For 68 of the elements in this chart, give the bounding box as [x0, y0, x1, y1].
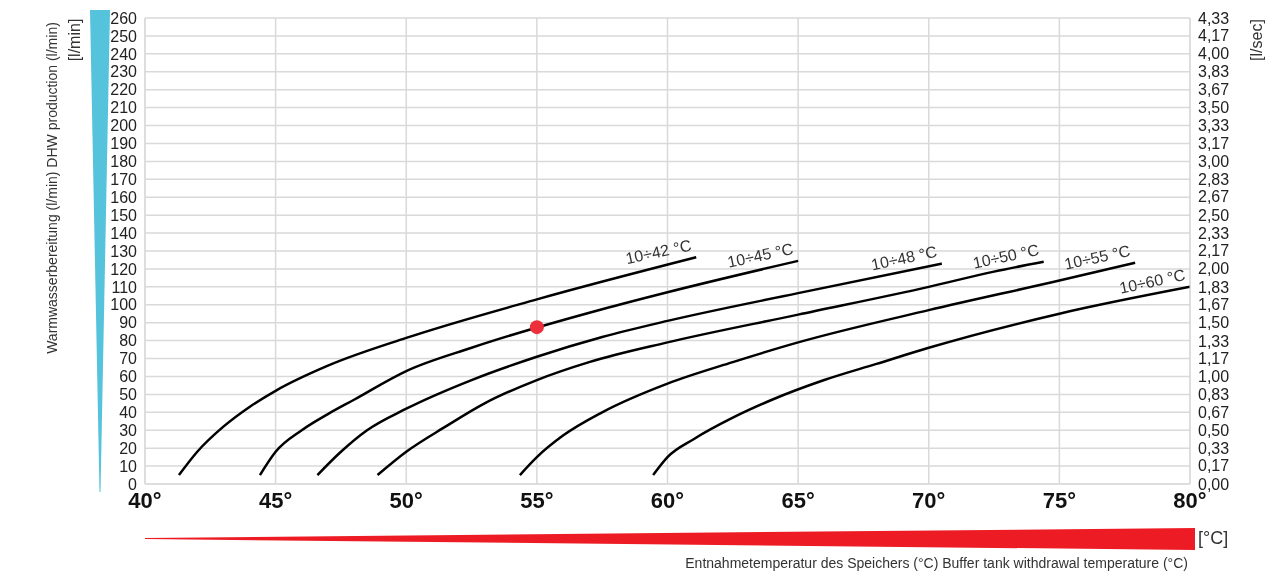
x-tick-label: 70°	[912, 487, 946, 513]
y2-tick-label: 1,33	[1198, 332, 1230, 350]
x-axis-title: Entnahmetemperatur des Speichers (°C) Buffer tank withdrawal temperature (°C)	[684, 555, 1188, 571]
y-axis-title: Warmwasserbereitung (l/min) DHW production (l/min)	[44, 22, 61, 354]
x-tick-label: 45°	[258, 487, 293, 513]
y2-tick-label: 4,33	[1198, 9, 1230, 27]
y-tick-label: 210	[110, 99, 138, 117]
y2-tick-label: 1,00	[1198, 368, 1230, 386]
y2-tick-label: 3,17	[1198, 134, 1230, 152]
y2-tick-label: 3,67	[1198, 80, 1230, 98]
y2-tick-label: 2,83	[1198, 171, 1230, 189]
text: 10÷42 °C	[624, 236, 693, 268]
text: 10÷48 °C	[869, 242, 939, 274]
y-tick-label: 110	[111, 278, 138, 296]
y2-tick-label: 4,17	[1198, 26, 1230, 44]
y2-tick-label: 3,50	[1198, 99, 1230, 117]
y-tick-label: 40	[119, 403, 138, 421]
y2-tick-label: 1,50	[1198, 314, 1230, 332]
x-tick-label: 50°	[389, 487, 423, 513]
y-tick-label: 230	[110, 63, 138, 81]
y2-tick-label: 2,00	[1198, 260, 1230, 278]
y2-tick-label: 1,17	[1198, 349, 1230, 367]
y-tick-label: 180	[110, 153, 138, 171]
y2-tick-label: 1,67	[1198, 295, 1230, 313]
y-tick-label: 10	[119, 457, 138, 475]
y-tick-label: 30	[119, 421, 138, 439]
text: [°C]	[1198, 528, 1229, 549]
x-tick-label: 60°	[650, 487, 685, 513]
y2-tick-label: 0,33	[1198, 440, 1230, 458]
text: [l/min]	[66, 18, 84, 62]
y-tick-label: 60	[119, 368, 138, 386]
text: 10÷45 °C	[725, 240, 795, 271]
y2-tick-label: 4,00	[1198, 45, 1230, 63]
y2-tick-label: 0,50	[1198, 421, 1230, 439]
y-tick-label: 260	[110, 9, 138, 27]
y-tick-label: 50	[119, 386, 138, 404]
y2-tick-label: 2,50	[1198, 206, 1230, 224]
y-tick-label: 20	[119, 439, 138, 457]
y2-tick-label: 1,83	[1198, 278, 1230, 296]
y-tick-label: 130	[110, 242, 138, 260]
y2-tick-label: 2,33	[1198, 224, 1230, 242]
y-tick-label: 170	[110, 170, 138, 188]
y2-axis-title: [l/sec]	[1248, 19, 1266, 61]
y2-tick-label: 3,83	[1198, 63, 1230, 81]
y-tick-label: 120	[110, 260, 138, 278]
y2-tick-label: 0,17	[1198, 457, 1230, 475]
y-tick-label: 220	[110, 81, 138, 99]
x-tick-label: 65°	[781, 487, 815, 513]
y2-tick-label: 3,33	[1198, 117, 1230, 135]
y2-tick-label: 2,17	[1198, 242, 1230, 260]
text: 10÷50 °C	[971, 241, 1041, 272]
y-tick-label: 70	[119, 350, 138, 368]
y2-tick-label: 0,67	[1198, 403, 1230, 421]
y-tick-label: 200	[110, 117, 138, 135]
x-tick-label: 75°	[1042, 487, 1077, 513]
y2-tick-label: 0,83	[1198, 386, 1230, 404]
y-tick-label: 160	[110, 188, 138, 206]
y-tick-label: 250	[110, 27, 138, 45]
y-tick-label: 190	[110, 135, 138, 153]
x-tick-label: 55°	[520, 487, 554, 513]
y-tick-label: 80	[119, 332, 138, 350]
y-tick-label: 100	[110, 296, 138, 314]
y2-tick-label: 3,00	[1198, 152, 1230, 170]
y2-tick-label: 2,67	[1198, 188, 1230, 206]
y-tick-label: 90	[119, 314, 138, 332]
y-tick-label: 240	[110, 45, 138, 63]
y-tick-label: 150	[110, 206, 138, 224]
y-tick-label: 140	[110, 224, 138, 242]
